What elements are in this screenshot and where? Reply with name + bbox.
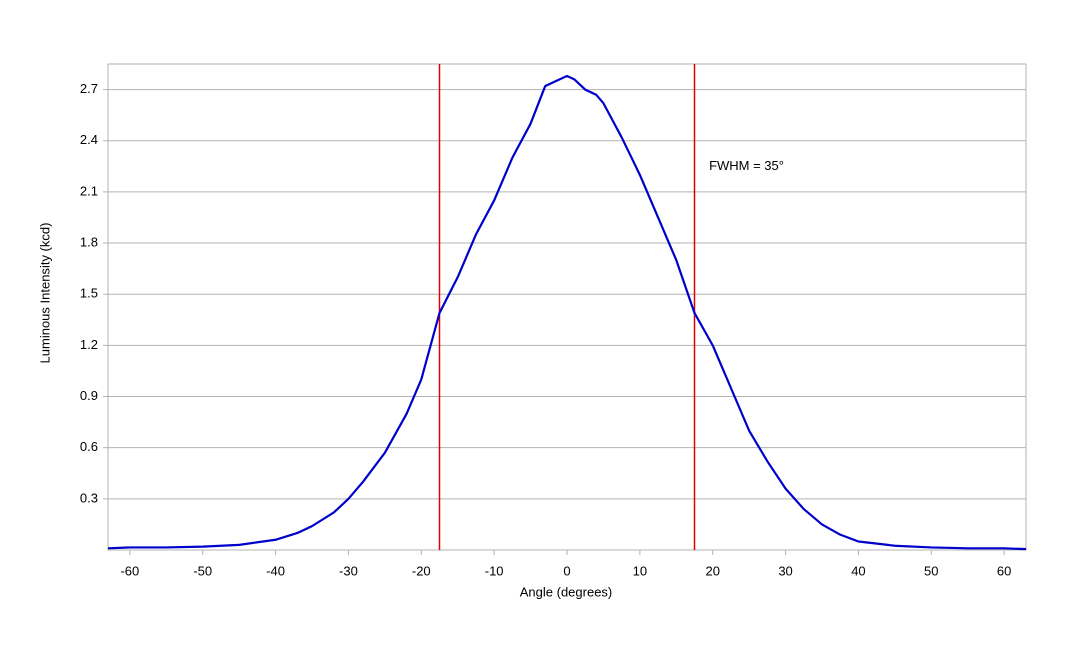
y-tick-label: 2.7 (80, 81, 98, 96)
plot-area (107, 63, 1027, 551)
x-tick-label: 10 (633, 563, 647, 578)
y-tick-label: 2.1 (80, 183, 98, 198)
x-tick-label: -50 (193, 563, 212, 578)
x-tick-label: 0 (563, 563, 570, 578)
x-tick-label: 20 (705, 563, 719, 578)
line (107, 74, 1027, 551)
x-tick-label: -30 (339, 563, 358, 578)
y-tick-label: 0.6 (80, 439, 98, 454)
x-axis-label: Angle (degrees) (520, 584, 613, 599)
y-tick-label: 1.2 (80, 337, 98, 352)
x-tick-label: -40 (266, 563, 285, 578)
y-tick-label: 2.4 (80, 132, 98, 147)
x-tick-label: 60 (997, 563, 1011, 578)
x-tick-label: 50 (924, 563, 938, 578)
x-tick-label: -20 (412, 563, 431, 578)
x-tick-label: 40 (851, 563, 865, 578)
x-tick-label: -10 (485, 563, 504, 578)
y-axis-label: Luminous Intensity (kcd) (37, 223, 52, 364)
x-tick-label: 30 (778, 563, 792, 578)
y-tick-label: 0.3 (80, 490, 98, 505)
y-tick-label: 1.8 (80, 234, 98, 249)
x-tick-label: -60 (120, 563, 139, 578)
y-tick-label: 0.9 (80, 388, 98, 403)
annotation: FWHM = 35° (709, 158, 784, 173)
y-tick-label: 1.5 (80, 286, 98, 301)
